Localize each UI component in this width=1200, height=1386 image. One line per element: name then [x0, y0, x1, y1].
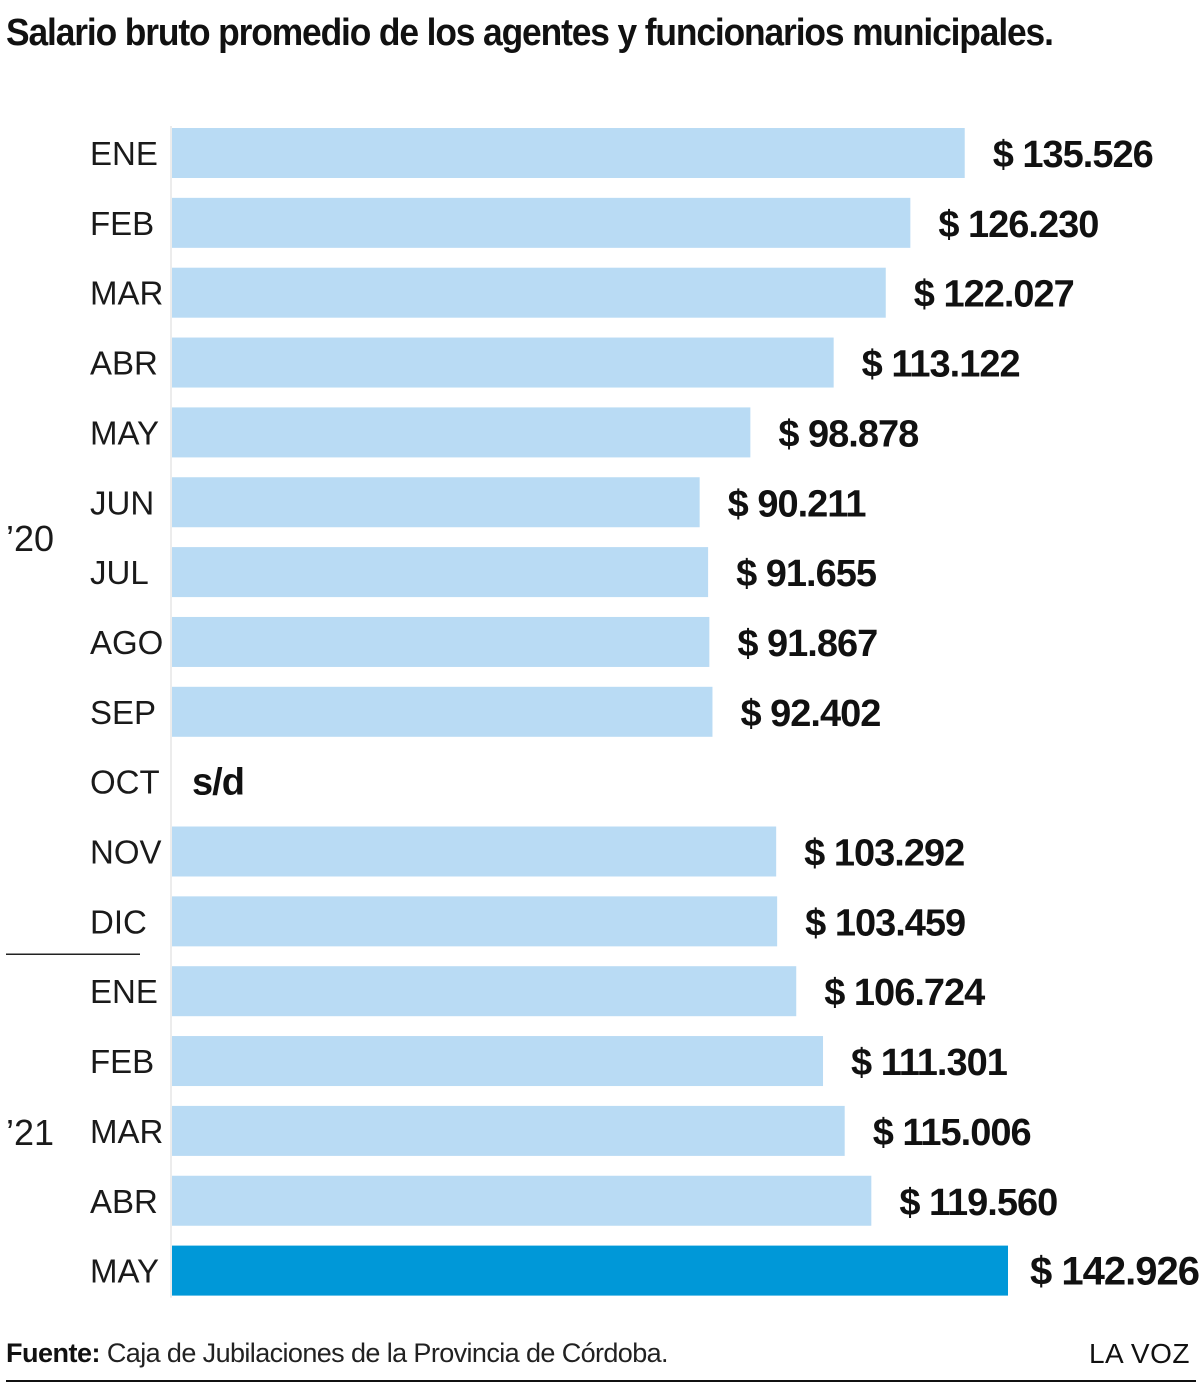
category-label-7: AGO [90, 624, 163, 661]
category-label-10: NOV [90, 834, 162, 871]
category-label-8: SEP [90, 694, 156, 731]
category-label-6: JUL [90, 554, 149, 591]
chart-title: Salario bruto promedio de los agentes y … [6, 12, 1054, 54]
bar-3 [172, 337, 834, 388]
bar-14 [172, 1105, 845, 1156]
bar-chart: ENE $ 135.526 FEB $ 126.230 MAR $ 122.027 ABR $… [6, 126, 1200, 1298]
brand-logo-text: LA VOZ [1088, 1338, 1190, 1369]
category-label-4: MAY [90, 414, 159, 451]
category-label-9: OCT [90, 764, 160, 801]
year-label-1: ’21 [6, 1112, 54, 1153]
footer: Fuente: Caja de Jubilaciones de la Provi… [6, 1338, 1194, 1374]
category-label-15: ABR [90, 1183, 158, 1220]
source-text: Caja de Jubilaciones de la Provincia de … [100, 1338, 669, 1368]
value-label-16: $ 142.926 [1030, 1250, 1199, 1294]
value-label-3: $ 113.122 [862, 344, 1020, 386]
value-label-4: $ 98.878 [778, 413, 918, 455]
value-label-10: $ 103.292 [804, 833, 964, 875]
bar-4 [172, 407, 751, 458]
value-label-0: $ 135.526 [993, 134, 1153, 176]
bar-15 [172, 1175, 872, 1226]
bar-16 [172, 1245, 1008, 1296]
category-label-12: ENE [90, 973, 158, 1010]
category-label-3: ABR [90, 345, 158, 382]
value-label-15: $ 119.560 [899, 1182, 1057, 1224]
year-label-0: ’20 [6, 518, 54, 559]
bar-5 [172, 477, 700, 528]
value-label-6: $ 91.655 [736, 553, 877, 595]
value-label-9: s/d [192, 762, 244, 804]
value-label-1: $ 126.230 [938, 204, 1098, 246]
bar-10 [172, 826, 777, 877]
value-label-14: $ 115.006 [873, 1112, 1031, 1154]
source-label: Fuente: [6, 1338, 101, 1368]
category-label-5: JUN [90, 484, 154, 521]
category-label-13: FEB [90, 1043, 154, 1080]
value-label-11: $ 103.459 [805, 902, 965, 944]
footer-divider [6, 1380, 1196, 1382]
bar-13 [172, 1036, 824, 1087]
bar-11 [172, 896, 778, 947]
value-label-7: $ 91.867 [737, 623, 877, 665]
category-label-14: MAR [90, 1113, 163, 1150]
bar-12 [172, 966, 797, 1017]
value-label-12: $ 106.724 [824, 972, 985, 1014]
category-label-16: MAY [90, 1253, 159, 1290]
value-label-2: $ 122.027 [914, 274, 1074, 316]
value-label-5: $ 90.211 [728, 483, 867, 525]
category-label-2: MAR [90, 275, 163, 312]
value-label-13: $ 111.301 [851, 1042, 1008, 1084]
bar-6 [172, 547, 709, 598]
value-label-8: $ 92.402 [740, 693, 880, 735]
bar-7 [172, 616, 710, 667]
category-label-11: DIC [90, 903, 147, 940]
category-label-1: FEB [90, 205, 154, 242]
bar-2 [172, 267, 886, 318]
category-label-0: ENE [90, 135, 158, 172]
bar-0 [172, 128, 965, 178]
bar-1 [172, 197, 911, 248]
bar-8 [172, 686, 713, 737]
